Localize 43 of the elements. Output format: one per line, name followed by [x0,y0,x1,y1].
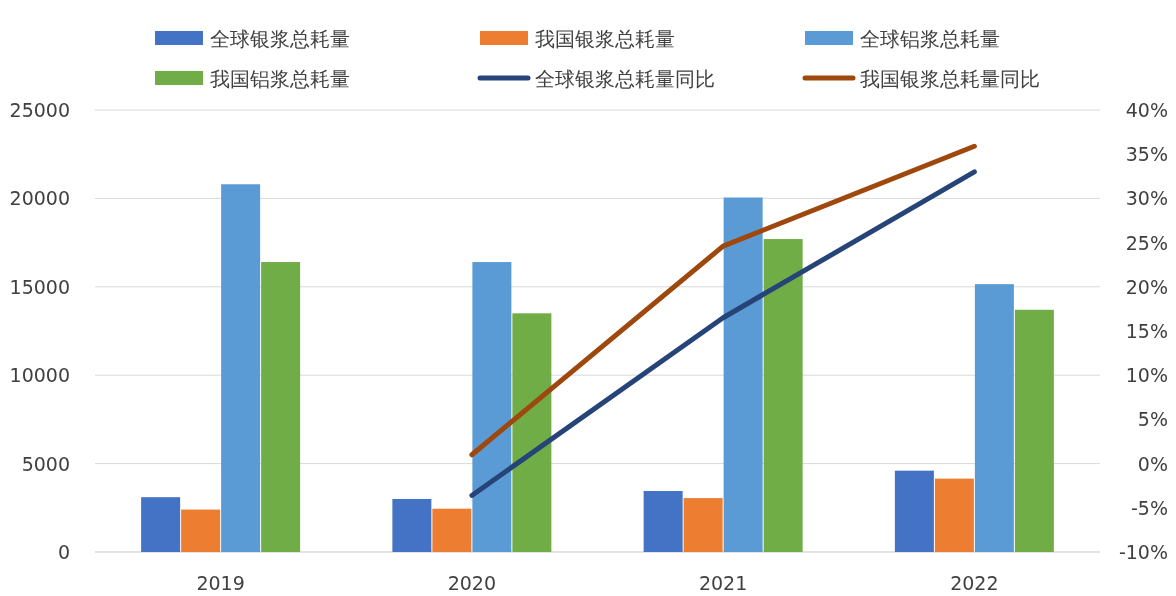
y2-tick-label: 5% [1137,408,1168,431]
legend-label: 全球铝浆总耗量 [860,27,1000,51]
legend-label: 我国银浆总耗量同比 [860,67,1040,91]
y-tick-label: 10000 [9,364,70,387]
bar [261,262,301,552]
bar [181,509,221,552]
legend-label: 我国银浆总耗量 [535,27,675,51]
bar [141,497,181,552]
bar [512,313,552,552]
y2-tick-label: 25% [1125,231,1168,254]
bar [974,284,1014,552]
bar [472,262,512,552]
y-tick-label: 0 [57,541,70,563]
bar [643,491,683,552]
y2-tick-label: 20% [1125,275,1168,298]
x-tick-label: 2021 [698,572,748,594]
bar [683,498,723,552]
x-tick-label: 2019 [196,572,245,594]
y2-tick-label: 0% [1137,452,1168,475]
bar [1014,309,1054,552]
y2-tick-label: -10% [1118,541,1168,563]
bar [723,197,763,552]
legend-label: 我国铝浆总耗量 [210,67,350,91]
y2-tick-label: 10% [1125,364,1168,387]
bar [894,470,934,552]
y-tick-label: 20000 [9,187,70,210]
y2-tick-label: 30% [1125,187,1168,210]
y2-tick-label: 40% [1125,99,1168,121]
bar [392,498,432,552]
x-tick-label: 2020 [447,572,497,594]
y-tick-label: 15000 [9,275,70,298]
y-tick-label: 5000 [21,452,70,475]
legend-label: 全球银浆总耗量 [210,27,350,51]
legend-label: 全球银浆总耗量同比 [535,67,715,91]
x-tick-label: 2022 [950,572,999,594]
bar [432,508,472,552]
bar [221,184,261,552]
y2-tick-label: 35% [1125,143,1168,166]
bar [763,239,803,552]
y2-tick-label: -5% [1131,496,1168,519]
y2-tick-label: 15% [1125,320,1168,342]
y-tick-label: 25000 [9,99,70,121]
bar [934,478,974,552]
